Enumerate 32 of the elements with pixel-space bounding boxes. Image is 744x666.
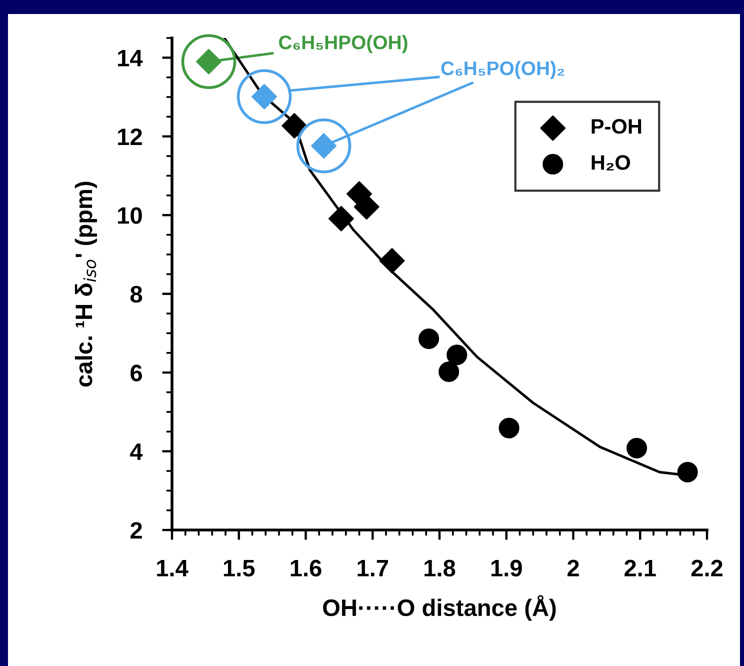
- legend-label: H₂O: [592, 155, 630, 170]
- x-tick-label: 1.5: [224, 560, 255, 577]
- y-tick-label: 2: [130, 522, 142, 539]
- x-tick-label: 1.7: [358, 560, 388, 576]
- point: [438, 362, 460, 382]
- point: [379, 248, 405, 274]
- y-tick-label: 6: [130, 364, 142, 382]
- y-tick-label: 8: [130, 286, 142, 303]
- y-tick-label: 4: [130, 444, 143, 460]
- x-tick-label: 1.6: [290, 560, 322, 577]
- point: [282, 113, 308, 138]
- annotation: C₆H₅PO(OH)₂: [441, 60, 564, 80]
- x-tick-label: 1.8: [424, 560, 456, 577]
- legend-label: P-OH: [592, 119, 642, 134]
- x-tick-label: 2.1: [624, 560, 656, 576]
- x-tick-label: 2.2: [691, 560, 722, 576]
- annotation: C₆H₅HPO(OH): [279, 35, 408, 54]
- x-tick-label: 2: [568, 560, 579, 576]
- x-axis-title: OH·····O distance (Å): [323, 595, 556, 621]
- point: [181, 34, 236, 90]
- x-tick-label: 1.4: [157, 560, 188, 576]
- y-axis-title: calc. ¹H δ$_{iso}$' (ppm): [74, 182, 97, 386]
- point: [498, 418, 520, 438]
- point: [626, 438, 648, 458]
- y-tick-label: 14: [118, 50, 143, 66]
- point: [446, 344, 468, 366]
- y-tick-label: 10: [118, 207, 142, 224]
- point: [328, 206, 354, 232]
- x-tick-label: 1.9: [491, 560, 522, 577]
- point: [677, 462, 698, 482]
- y-tick-label: 12: [118, 128, 142, 145]
- point: [418, 328, 440, 349]
